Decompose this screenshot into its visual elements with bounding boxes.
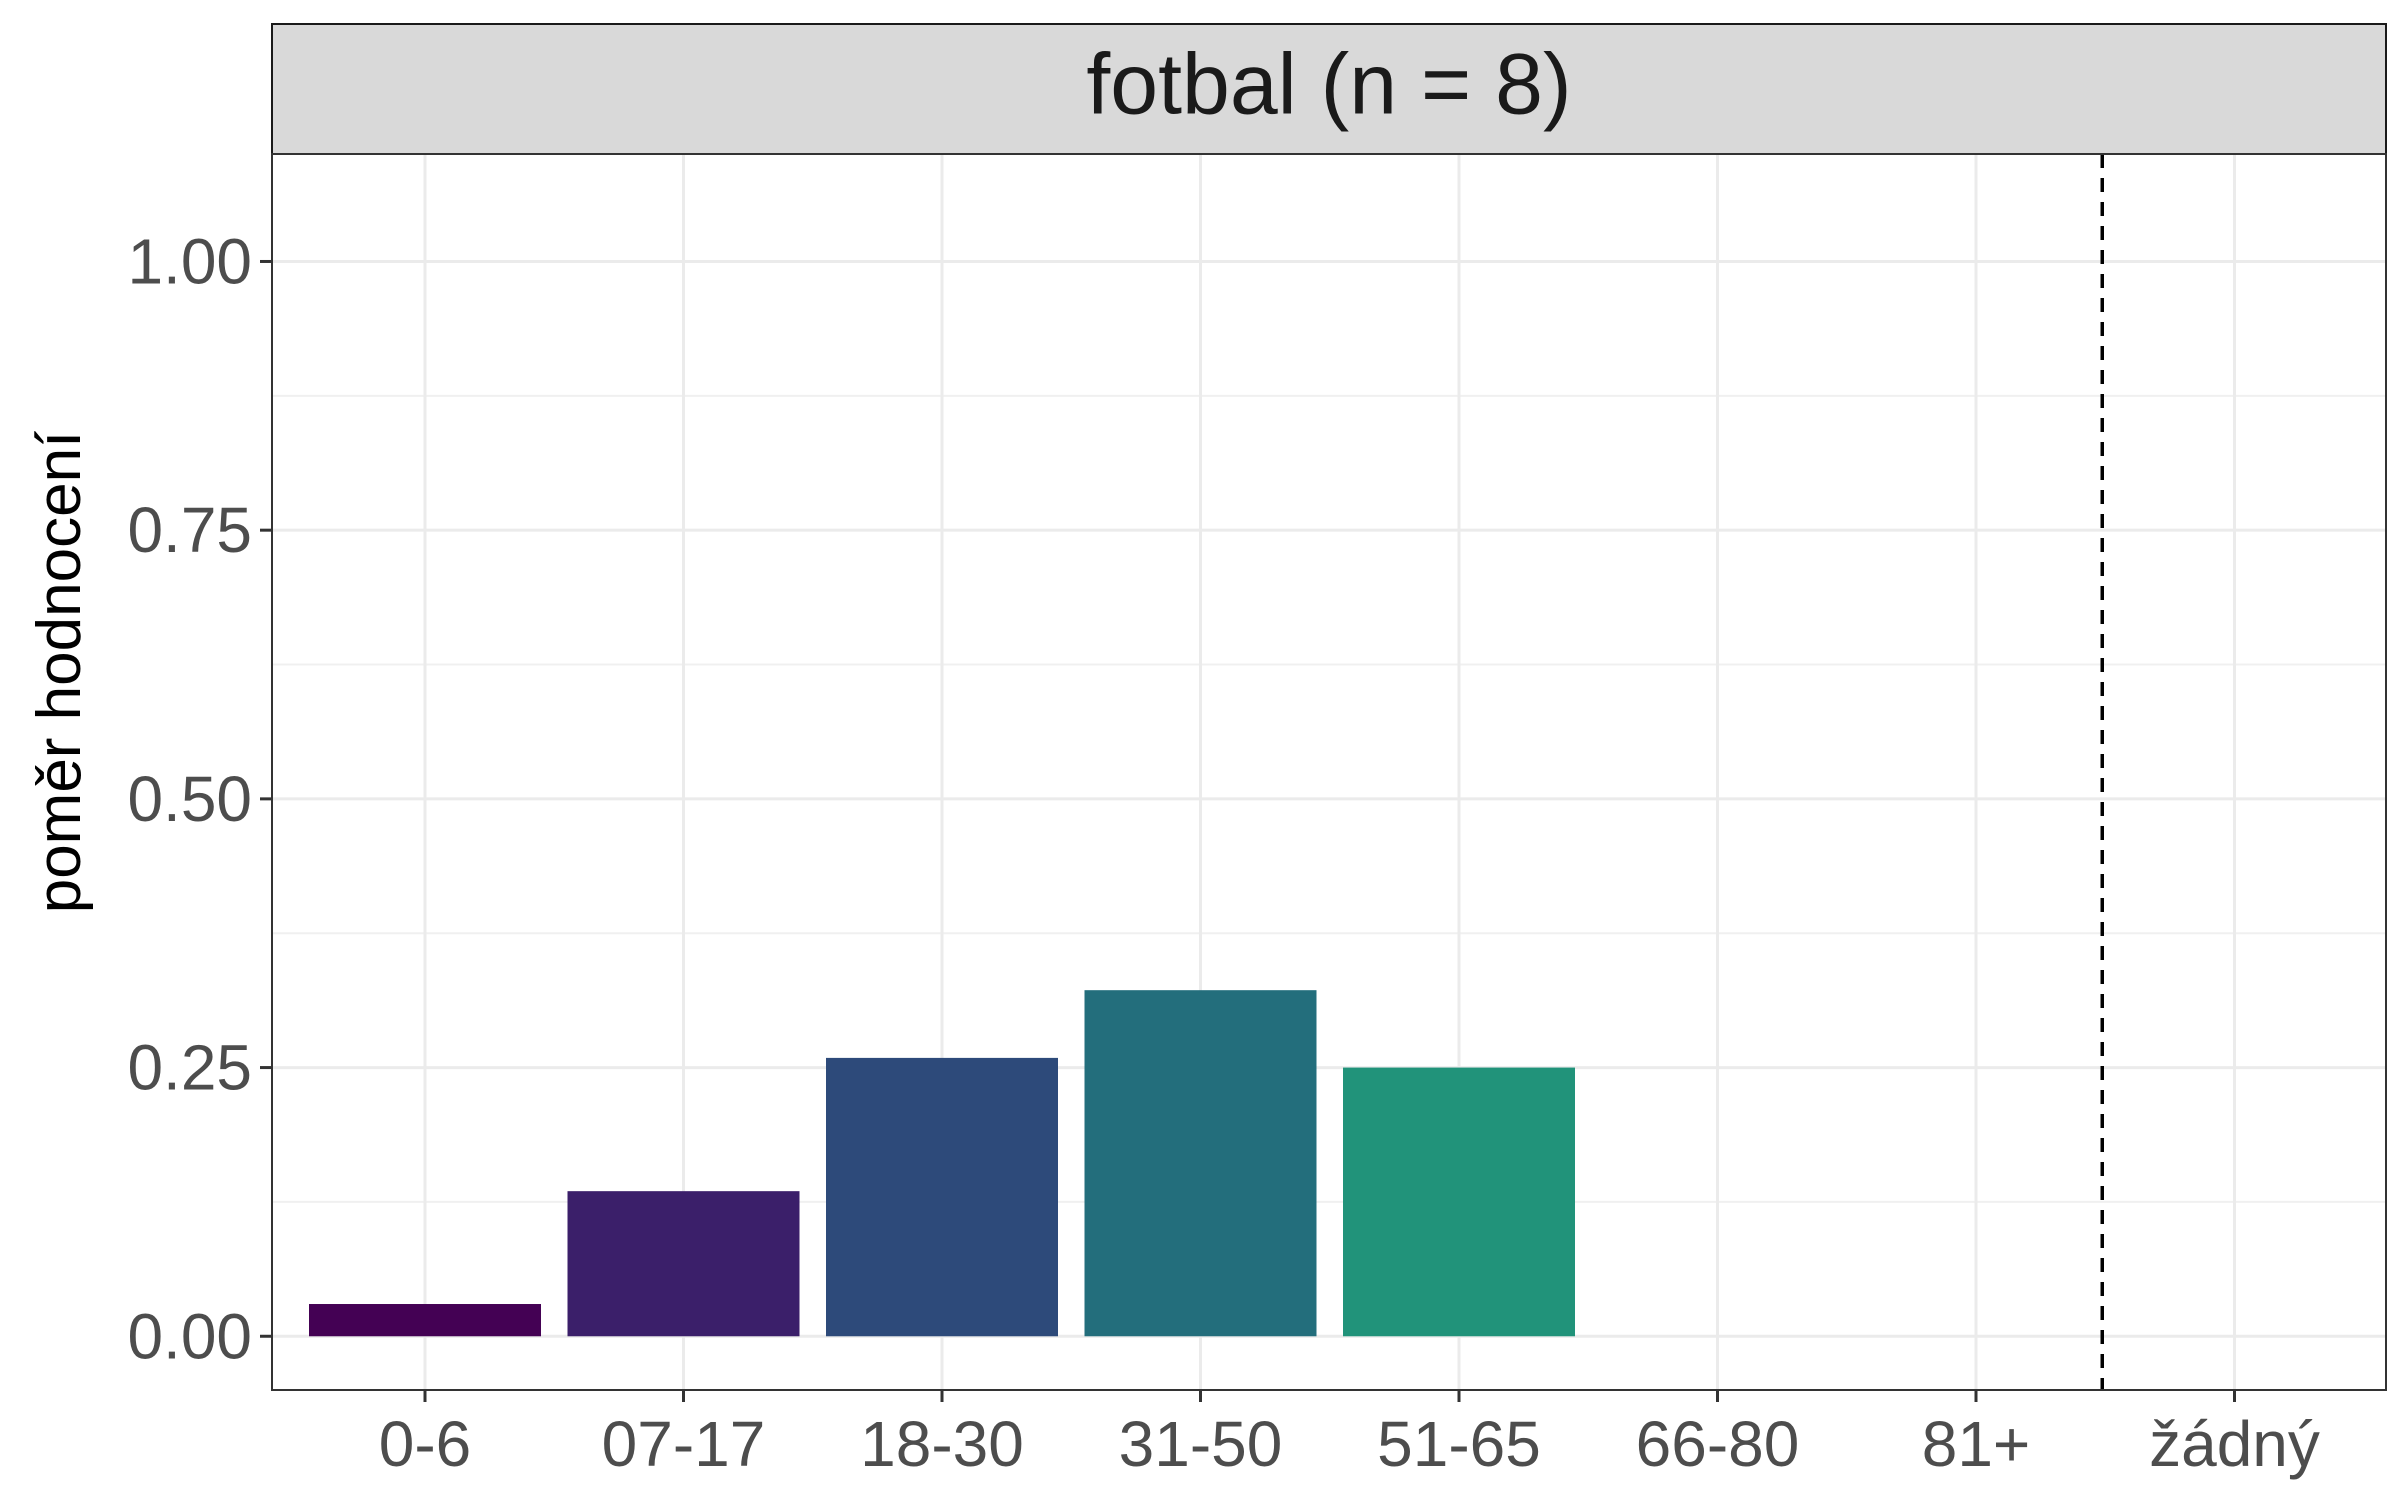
x-tick-label: 07-17 <box>602 1408 766 1480</box>
plot-panel <box>271 153 2387 1391</box>
y-tick-label: 0.00 <box>127 1300 252 1372</box>
x-tick-label: 81+ <box>1922 1408 2031 1480</box>
facet-strip-background <box>271 23 2387 155</box>
facet-strip: fotbal (n = 8) <box>271 23 2387 155</box>
bar-31-50 <box>1084 990 1317 1337</box>
minor-gridlines <box>272 394 2386 1203</box>
x-axis: 0-6 07-17 18-30 31-50 51-65 66-80 81+ žádný <box>379 1390 2320 1480</box>
bar-07-17 <box>567 1191 800 1337</box>
y-axis-title: poměr hodnocení <box>25 431 94 914</box>
y-tick-label: 0.50 <box>127 763 252 835</box>
major-gridlines <box>272 154 2386 1390</box>
facet-title: fotbal (n = 8) <box>1086 37 1571 133</box>
panel-border <box>271 153 2387 1391</box>
bar-18-30 <box>826 1057 1058 1337</box>
y-axis: 0.00 0.25 0.50 0.75 1.00 <box>127 225 272 1372</box>
bars <box>309 990 1575 1337</box>
y-tick-label: 0.75 <box>127 494 252 566</box>
x-tick-label: 18-30 <box>860 1408 1024 1480</box>
x-tick-label: 31-50 <box>1119 1408 1283 1480</box>
x-tick-label: 66-80 <box>1636 1408 1800 1480</box>
x-tick-label: 0-6 <box>379 1408 472 1480</box>
bar-51-65 <box>1343 1067 1575 1337</box>
y-tick-label: 1.00 <box>127 225 252 297</box>
bar-0-6 <box>309 1304 541 1337</box>
x-tick-label: žádný <box>2149 1408 2320 1480</box>
y-tick-label: 0.25 <box>127 1032 252 1104</box>
panel-background <box>272 154 2386 1390</box>
x-tick-label: 51-65 <box>1377 1408 1541 1480</box>
